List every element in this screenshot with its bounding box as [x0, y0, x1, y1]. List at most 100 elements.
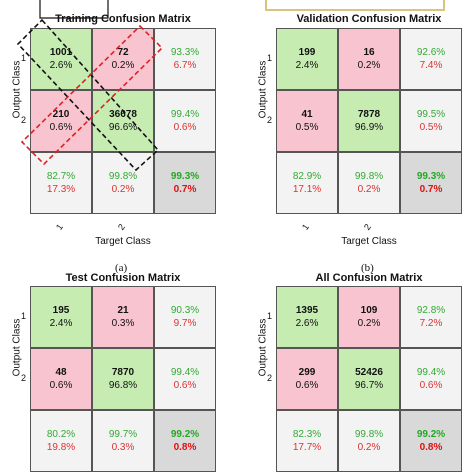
cell-percent: 0.3%: [111, 318, 135, 329]
accuracy-value: 82.9%: [292, 171, 322, 182]
accuracy-value: 99.4%: [170, 109, 200, 120]
y-tick-label: 1: [267, 53, 273, 63]
matrix-cell: 109 0.2%: [338, 286, 400, 348]
matrix-cell: 16 0.2%: [338, 28, 400, 90]
error-value: 0.8%: [419, 442, 443, 453]
accuracy-value: 82.3%: [292, 429, 322, 440]
cell-percent: 0.6%: [49, 380, 73, 391]
matrix-cell: 7870 96.8%: [92, 348, 154, 410]
error-value: 0.2%: [357, 184, 381, 195]
accuracy-value: 99.2%: [416, 429, 446, 440]
cell-percent: 0.6%: [49, 122, 73, 133]
matrix-title: Test Confusion Matrix: [65, 272, 181, 284]
cell-count: 21: [117, 305, 129, 316]
accuracy-value: 82.7%: [46, 171, 76, 182]
matrix-cell: 299 0.6%: [276, 348, 338, 410]
error-value: 17.3%: [46, 184, 76, 195]
matrix-cell: 90.3% 9.7%: [154, 286, 216, 348]
matrix-cell: 99.3% 0.7%: [400, 152, 462, 214]
y-tick-label: 2: [21, 115, 27, 125]
matrix-cell: 99.8% 0.2%: [92, 152, 154, 214]
cell-count: 36678: [109, 109, 137, 120]
error-value: 19.8%: [46, 442, 76, 453]
matrix-cell: 82.9% 17.1%: [276, 152, 338, 214]
accuracy-value: 99.2%: [170, 429, 200, 440]
panel-label: (a): [115, 262, 128, 274]
accuracy-value: 90.3%: [170, 305, 200, 316]
x-axis-label: Target Class: [341, 236, 397, 247]
matrix-cell: 82.7% 17.3%: [30, 152, 92, 214]
matrix-cell: 80.2% 19.8%: [30, 410, 92, 472]
error-value: 9.7%: [173, 318, 197, 329]
error-value: 0.2%: [111, 184, 135, 195]
cell-count: 199: [298, 47, 316, 58]
panel-label: (b): [361, 262, 374, 274]
y-tick-label: 1: [21, 311, 27, 321]
y-tick-label: 2: [21, 373, 27, 383]
matrix-cell: 52426 96.7%: [338, 348, 400, 410]
error-value: 7.4%: [419, 60, 443, 71]
cell-percent: 96.6%: [108, 122, 138, 133]
cell-count: 16: [363, 47, 375, 58]
x-tick-label: 2: [115, 222, 128, 232]
accuracy-value: 93.3%: [170, 47, 200, 58]
matrix-cell: 41 0.5%: [276, 90, 338, 152]
cell-count: 1395: [295, 305, 319, 316]
matrix-cell: 93.3% 6.7%: [154, 28, 216, 90]
cell-count: 299: [298, 367, 316, 378]
cell-percent: 2.4%: [295, 60, 319, 71]
cell-percent: 2.6%: [49, 60, 73, 71]
accuracy-value: 99.5%: [416, 109, 446, 120]
cell-percent: 96.8%: [108, 380, 138, 391]
x-tick-label: 1: [53, 222, 66, 232]
error-value: 0.6%: [173, 380, 197, 391]
matrix-cell: 48 0.6%: [30, 348, 92, 410]
error-value: 0.6%: [419, 380, 443, 391]
matrix-cell: 99.4% 0.6%: [154, 90, 216, 152]
cell-count: 7870: [111, 367, 135, 378]
error-value: 7.2%: [419, 318, 443, 329]
error-value: 17.7%: [292, 442, 322, 453]
error-value: 17.1%: [292, 184, 322, 195]
accuracy-value: 99.3%: [170, 171, 200, 182]
matrix-cell: 199 2.4%: [276, 28, 338, 90]
matrix-cell: 1001 2.6%: [30, 28, 92, 90]
error-value: 0.6%: [173, 122, 197, 133]
cell-percent: 96.7%: [354, 380, 384, 391]
cell-count: 210: [52, 109, 70, 120]
matrix-title: All Confusion Matrix: [315, 272, 423, 284]
matrix-cell: 99.4% 0.6%: [400, 348, 462, 410]
accuracy-value: 99.7%: [108, 429, 138, 440]
matrix-cell: 92.6% 7.4%: [400, 28, 462, 90]
cell-percent: 0.5%: [295, 122, 319, 133]
matrix-title: Training Confusion Matrix: [55, 13, 191, 25]
cell-count: 41: [301, 109, 313, 120]
matrix-cell: 99.8% 0.2%: [338, 410, 400, 472]
accuracy-value: 92.6%: [416, 47, 446, 58]
matrix-cell: 92.8% 7.2%: [400, 286, 462, 348]
error-value: 0.7%: [173, 184, 197, 195]
y-tick-label: 1: [21, 53, 27, 63]
accuracy-value: 99.4%: [416, 367, 446, 378]
cell-percent: 96.9%: [354, 122, 384, 133]
matrix-cell: 1395 2.6%: [276, 286, 338, 348]
matrix-cell: 72 0.2%: [92, 28, 154, 90]
cell-percent: 0.2%: [111, 60, 135, 71]
error-value: 0.7%: [419, 184, 443, 195]
cell-count: 48: [55, 367, 67, 378]
cell-count: 7878: [357, 109, 381, 120]
y-axis-label: Output Class: [11, 60, 23, 119]
matrix-cell: 99.2% 0.8%: [154, 410, 216, 472]
matrix-cell: 99.5% 0.5%: [400, 90, 462, 152]
y-axis-label: Output Class: [257, 60, 269, 119]
cell-count: 195: [52, 305, 70, 316]
accuracy-value: 99.8%: [354, 171, 384, 182]
accuracy-value: 99.4%: [170, 367, 200, 378]
matrix-cell: 99.2% 0.8%: [400, 410, 462, 472]
accuracy-value: 92.8%: [416, 305, 446, 316]
matrix-cell: 195 2.4%: [30, 286, 92, 348]
matrix-cell: 99.4% 0.6%: [154, 348, 216, 410]
error-value: 0.8%: [173, 442, 197, 453]
matrix-cell: 99.8% 0.2%: [338, 152, 400, 214]
matrix-cell: 36678 96.6%: [92, 90, 154, 152]
